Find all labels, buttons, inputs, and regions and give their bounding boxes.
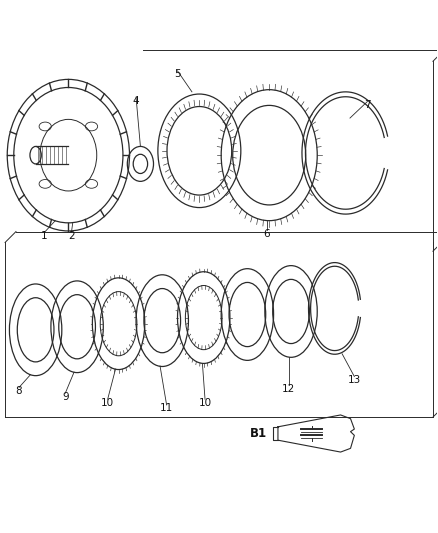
Text: 7: 7 <box>364 100 371 110</box>
Text: 6: 6 <box>264 229 270 239</box>
Text: 10: 10 <box>101 398 114 408</box>
Text: 13: 13 <box>348 375 361 385</box>
Text: 8: 8 <box>16 386 22 396</box>
Text: 12: 12 <box>282 384 296 394</box>
Text: B1: B1 <box>250 427 267 440</box>
Text: 1: 1 <box>41 231 48 241</box>
Text: 9: 9 <box>62 392 69 401</box>
Text: 2: 2 <box>68 231 75 241</box>
Text: 10: 10 <box>198 398 212 408</box>
Text: 11: 11 <box>160 403 173 414</box>
Text: 5: 5 <box>174 69 181 79</box>
Text: 4: 4 <box>133 95 139 106</box>
